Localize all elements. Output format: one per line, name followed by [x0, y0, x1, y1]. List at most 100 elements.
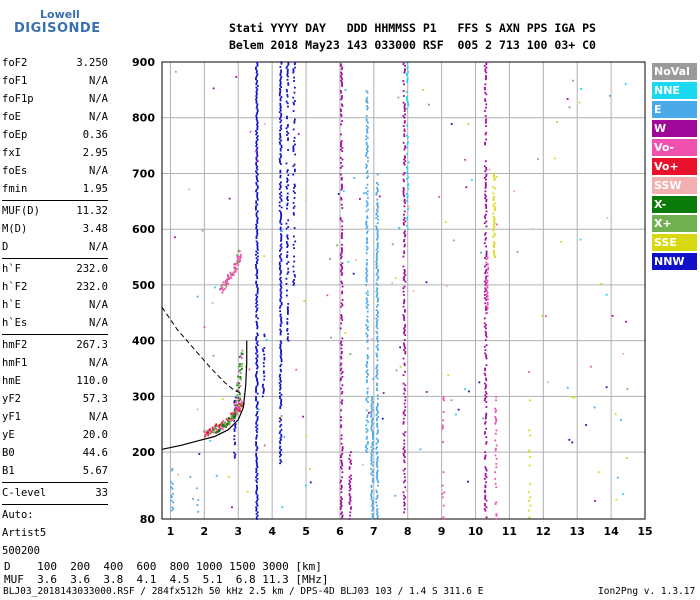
echo-dot — [348, 493, 351, 495]
trace-dot — [239, 375, 242, 378]
echo-dot — [256, 431, 259, 433]
echo-dot — [485, 263, 488, 266]
echo-dot — [402, 178, 405, 181]
noise-dot — [625, 320, 627, 323]
echo-dot — [377, 481, 380, 484]
echo-dot — [263, 378, 266, 381]
echo-dot — [280, 423, 283, 426]
echo-dot — [279, 450, 282, 453]
noise-dot — [419, 448, 422, 451]
echo-dot — [406, 199, 409, 202]
echo-dot — [279, 347, 282, 349]
echo-dot — [279, 184, 282, 187]
noise-dot — [608, 94, 611, 97]
echo-dot — [256, 416, 259, 418]
echo-dot — [293, 247, 295, 250]
echo-dot — [279, 437, 282, 440]
noise-dot — [249, 130, 252, 133]
echo-dot — [376, 304, 379, 306]
echo-dot — [372, 431, 374, 433]
echo-dot — [402, 90, 405, 92]
trace-dot — [210, 429, 213, 432]
noise-dot — [570, 396, 573, 398]
noise-dot — [173, 236, 176, 239]
echo-dot — [279, 149, 282, 152]
trace-dot — [225, 426, 228, 428]
echo-dot — [494, 187, 496, 190]
echo-dot — [292, 68, 295, 71]
noise-dot — [611, 314, 614, 317]
echo-dot — [287, 124, 289, 126]
x-tick-label: 4 — [268, 525, 276, 538]
echo-dot — [280, 301, 283, 304]
echo-dot — [279, 328, 281, 331]
echo-dot — [255, 106, 258, 109]
trace-dot — [225, 280, 227, 283]
echo-dot — [403, 121, 406, 124]
echo-dot — [278, 432, 281, 435]
trace-dot — [214, 424, 217, 427]
echo-dot — [279, 417, 281, 420]
echo-dot — [255, 91, 258, 94]
echo-dot — [403, 451, 406, 454]
echo-dot — [485, 283, 488, 286]
trace-dot — [238, 382, 241, 385]
echo-dot — [196, 504, 199, 506]
param-name: h`Es — [2, 317, 28, 329]
echo-dot — [280, 194, 283, 197]
echo-dot — [280, 270, 282, 272]
echo-dot — [255, 265, 257, 268]
param-row: hmF1 N/A — [2, 354, 108, 372]
echo-dot — [402, 141, 405, 144]
echo-dot — [485, 476, 488, 479]
trace-dot — [228, 277, 231, 280]
echo-dot — [341, 375, 344, 378]
echo-dot — [256, 128, 259, 131]
echo-dot — [278, 392, 281, 394]
echo-dot — [256, 486, 258, 489]
trace-dot — [241, 353, 244, 355]
echo-dot — [255, 426, 257, 428]
echo-dot — [375, 260, 378, 263]
x-tick-label: 8 — [404, 525, 412, 538]
echo-dot — [486, 295, 489, 297]
echo-dot — [293, 86, 296, 89]
echo-dot — [402, 193, 405, 196]
echo-dot — [484, 386, 487, 388]
param-row: yE 20.0 — [2, 426, 108, 444]
echo-dot — [280, 358, 283, 361]
echo-dot — [375, 263, 378, 266]
param-name: C-level — [2, 487, 47, 499]
echo-dot — [287, 226, 290, 228]
echo-dot — [255, 70, 258, 72]
noise-dot — [593, 406, 596, 409]
echo-dot — [403, 108, 406, 111]
echo-dot — [292, 148, 295, 151]
trace-dot — [227, 273, 229, 276]
echo-dot — [402, 491, 405, 494]
echo-dot — [255, 422, 258, 425]
echo-dot — [256, 464, 258, 467]
echo-dot — [366, 91, 369, 94]
echo-dot — [349, 459, 352, 462]
echo-dot — [371, 461, 374, 464]
echo-dot — [370, 498, 373, 500]
noise-dot — [329, 258, 331, 260]
echo-dot — [403, 116, 406, 119]
echo-dot — [404, 389, 406, 392]
param-value: 5.67 — [82, 465, 108, 477]
echo-dot — [255, 489, 258, 492]
echo-dot — [403, 332, 405, 335]
echo-dot — [404, 325, 407, 328]
echo-dot — [279, 445, 282, 448]
echo-dot — [197, 499, 200, 501]
echo-dot — [256, 309, 258, 311]
noise-dot — [467, 123, 470, 126]
echo-dot — [484, 197, 487, 199]
echo-dot — [292, 243, 295, 246]
trace-dot — [221, 427, 224, 430]
echo-dot — [366, 262, 368, 265]
echo-dot — [279, 129, 281, 132]
echo-dot — [255, 396, 257, 398]
echo-dot — [402, 277, 405, 280]
